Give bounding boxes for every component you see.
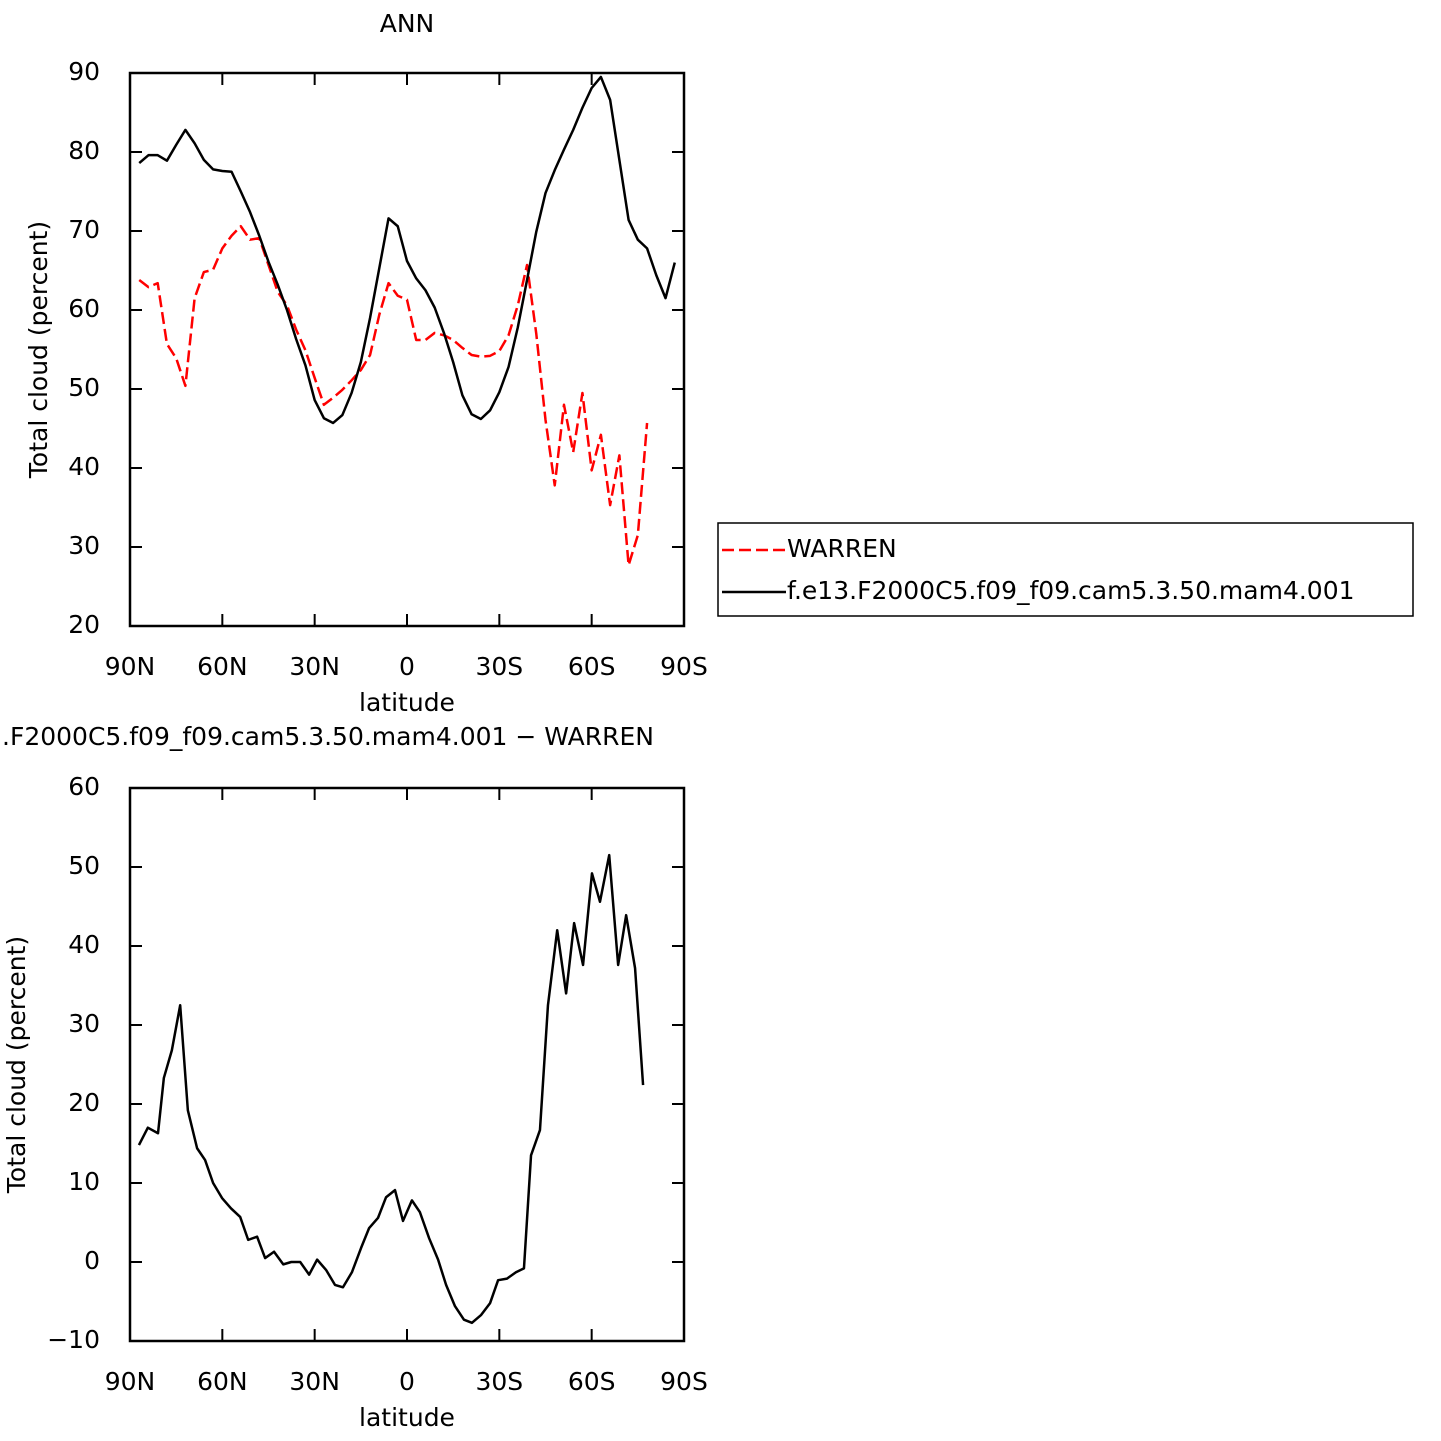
x-tick-label: 30N	[289, 652, 340, 681]
y-tick-label: 40	[68, 930, 100, 959]
y-tick-label: 30	[68, 1009, 100, 1038]
y-tick-label: 50	[68, 373, 100, 402]
data-line	[137, 853, 645, 1325]
data-line	[138, 75, 676, 425]
x-tick-label: 0	[399, 652, 415, 681]
x-tick-label: 60S	[568, 1367, 616, 1396]
y-axis-label: Total cloud (percent)	[24, 221, 53, 479]
plot-frame	[128, 786, 686, 1343]
x-axis-label: latitude	[359, 1403, 455, 1432]
chart-title: ANN	[380, 9, 435, 38]
y-tick-label: 80	[68, 136, 100, 165]
y-tick-label: 20	[68, 610, 100, 639]
x-tick-label: 90N	[105, 652, 156, 681]
x-tick-label: 90S	[660, 652, 708, 681]
y-axis-label: Total cloud (percent)	[2, 936, 31, 1194]
x-tick-label: 60S	[568, 652, 616, 681]
y-tick-label: 30	[68, 531, 100, 560]
y-tick-label: 90	[68, 57, 100, 86]
plot-frame	[128, 71, 686, 628]
chart-title: .F2000C5.f09_f09.cam5.3.50.mam4.001 − WA…	[2, 722, 654, 751]
y-tick-label: −10	[47, 1325, 100, 1354]
x-tick-label: 30S	[475, 1367, 523, 1396]
x-tick-label: 0	[399, 1367, 415, 1396]
y-tick-label: 20	[68, 1088, 100, 1117]
x-tick-label: 30N	[289, 1367, 340, 1396]
y-tick-label: 60	[68, 294, 100, 323]
legend-label: f.e13.F2000C5.f09_f09.cam5.3.50.mam4.001	[787, 576, 1355, 605]
legend-label: WARREN	[787, 534, 897, 563]
x-tick-label: 60N	[197, 652, 248, 681]
y-tick-label: 10	[68, 1167, 100, 1196]
y-tick-label: 40	[68, 452, 100, 481]
x-tick-label: 30S	[475, 652, 523, 681]
x-tick-label: 90S	[660, 1367, 708, 1396]
data-line	[138, 225, 649, 567]
y-tick-label: 0	[84, 1246, 100, 1275]
y-tick-label: 60	[68, 772, 100, 801]
x-tick-label: 90N	[105, 1367, 156, 1396]
legend-box	[717, 522, 1414, 617]
y-tick-label: 70	[68, 215, 100, 244]
y-tick-label: 50	[68, 851, 100, 880]
x-axis-label: latitude	[359, 688, 455, 717]
x-tick-label: 60N	[197, 1367, 248, 1396]
